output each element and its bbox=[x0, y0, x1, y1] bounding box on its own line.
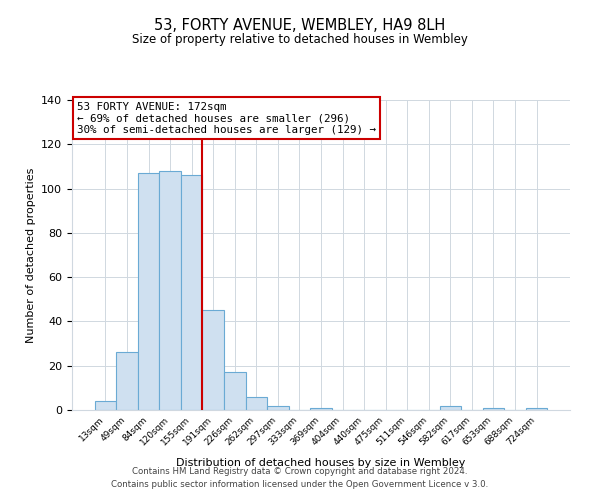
Bar bbox=[310, 408, 332, 410]
Bar bbox=[116, 352, 138, 410]
Text: Size of property relative to detached houses in Wembley: Size of property relative to detached ho… bbox=[132, 32, 468, 46]
Bar bbox=[245, 396, 267, 410]
Bar bbox=[482, 408, 504, 410]
Bar bbox=[95, 401, 116, 410]
Bar bbox=[440, 406, 461, 410]
X-axis label: Distribution of detached houses by size in Wembley: Distribution of detached houses by size … bbox=[176, 458, 466, 468]
Bar bbox=[181, 176, 202, 410]
Bar bbox=[160, 171, 181, 410]
Bar bbox=[202, 310, 224, 410]
Text: Contains HM Land Registry data © Crown copyright and database right 2024.: Contains HM Land Registry data © Crown c… bbox=[132, 467, 468, 476]
Text: 53, FORTY AVENUE, WEMBLEY, HA9 8LH: 53, FORTY AVENUE, WEMBLEY, HA9 8LH bbox=[154, 18, 446, 32]
Bar bbox=[267, 406, 289, 410]
Bar bbox=[224, 372, 245, 410]
Bar bbox=[138, 173, 160, 410]
Text: 53 FORTY AVENUE: 172sqm
← 69% of detached houses are smaller (296)
30% of semi-d: 53 FORTY AVENUE: 172sqm ← 69% of detache… bbox=[77, 102, 376, 134]
Text: Contains public sector information licensed under the Open Government Licence v : Contains public sector information licen… bbox=[112, 480, 488, 489]
Y-axis label: Number of detached properties: Number of detached properties bbox=[26, 168, 35, 342]
Bar bbox=[526, 408, 547, 410]
